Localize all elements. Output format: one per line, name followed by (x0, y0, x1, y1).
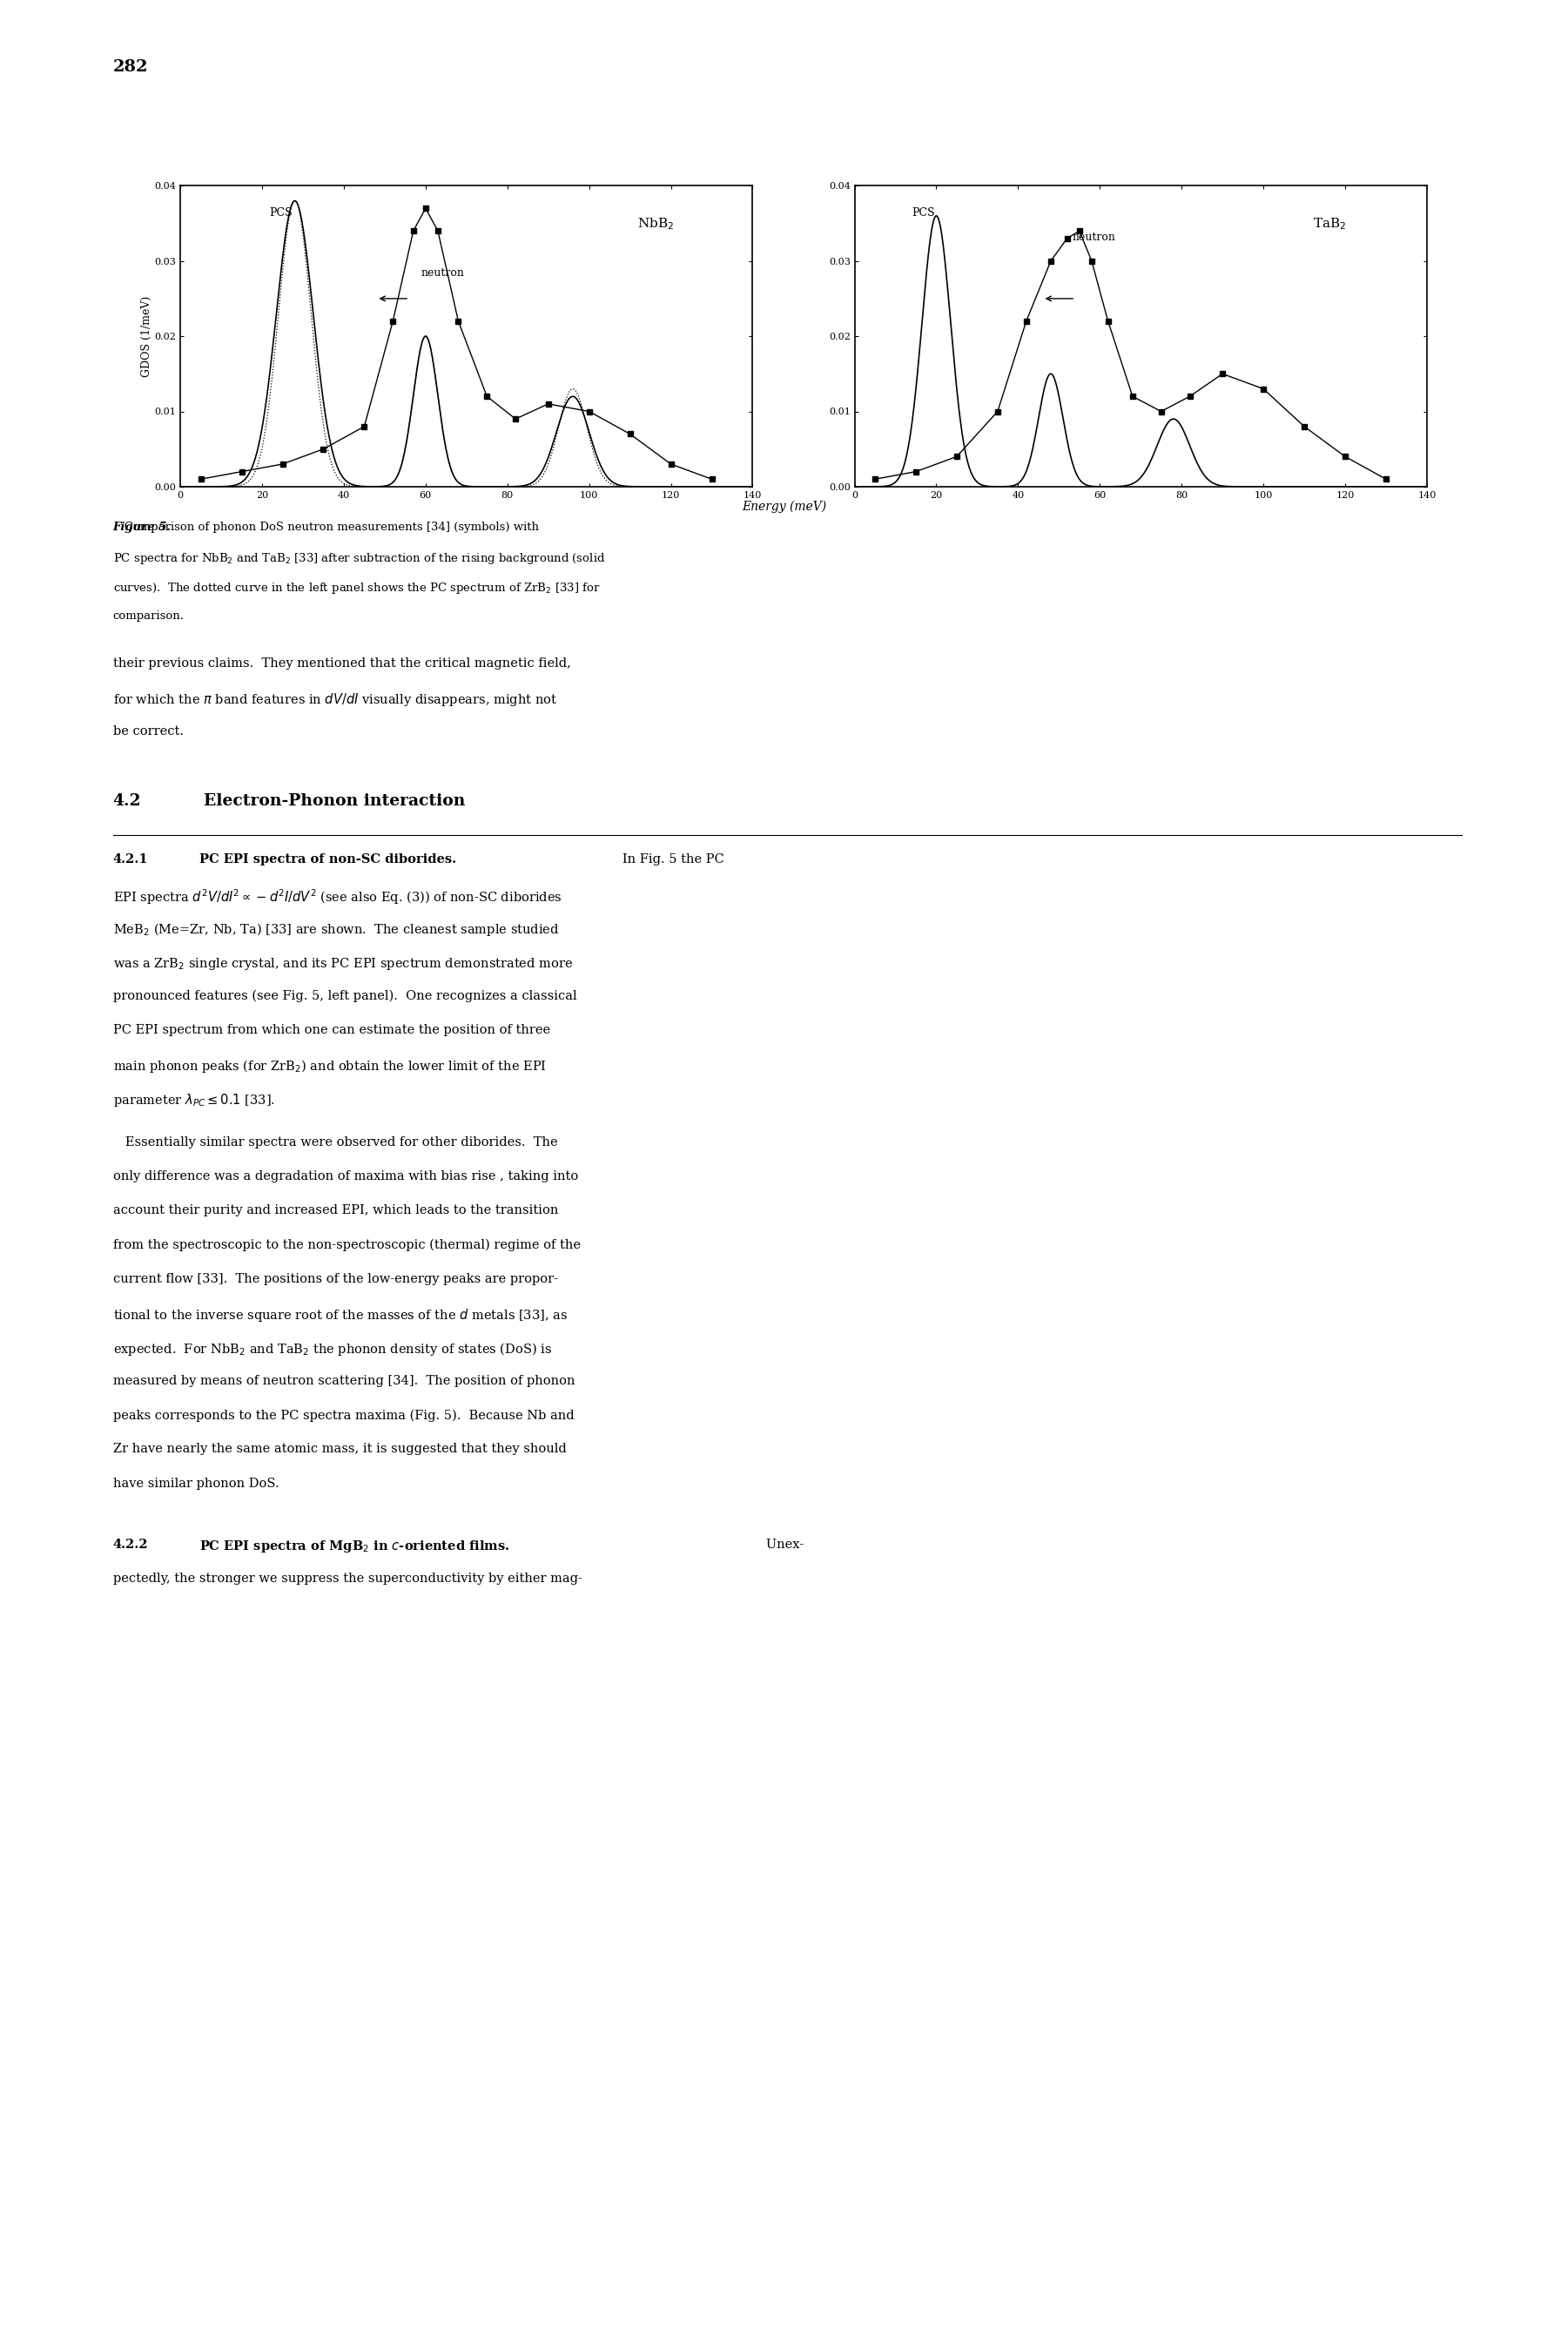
Text: current flow [33].  The positions of the low-energy peaks are propor-: current flow [33]. The positions of the … (113, 1272, 558, 1286)
Text: 4.2.2: 4.2.2 (113, 1538, 149, 1552)
Text: their previous claims.  They mentioned that the critical magnetic field,: their previous claims. They mentioned th… (113, 656, 571, 670)
Text: parameter $\lambda_{PC} \leq 0.1$ [33].: parameter $\lambda_{PC} \leq 0.1$ [33]. (113, 1091, 274, 1110)
Text: PC EPI spectra of MgB$_2$ in $c$-oriented films.: PC EPI spectra of MgB$_2$ in $c$-oriente… (199, 1538, 510, 1554)
Text: measured by means of neutron scattering [34].  The position of phonon: measured by means of neutron scattering … (113, 1375, 575, 1387)
Text: tional to the inverse square root of the masses of the $d$ metals [33], as: tional to the inverse square root of the… (113, 1307, 568, 1324)
Text: comparison.: comparison. (113, 609, 185, 621)
Y-axis label: GDOS (1/meV): GDOS (1/meV) (141, 296, 152, 376)
Text: 4.2.1: 4.2.1 (113, 853, 149, 865)
Text: was a ZrB$_2$ single crystal, and its PC EPI spectrum demonstrated more: was a ZrB$_2$ single crystal, and its PC… (113, 955, 572, 971)
Text: only difference was a degradation of maxima with bias rise , taking into: only difference was a degradation of max… (113, 1171, 579, 1183)
Text: PCS: PCS (270, 207, 292, 219)
Text: for which the $\pi$ band features in $dV/dI$ visually disappears, might not: for which the $\pi$ band features in $dV… (113, 691, 557, 708)
Text: main phonon peaks (for ZrB$_2$) and obtain the lower limit of the EPI: main phonon peaks (for ZrB$_2$) and obta… (113, 1058, 546, 1074)
Text: In Fig. 5 the PC: In Fig. 5 the PC (610, 853, 724, 865)
Text: Energy (meV): Energy (meV) (742, 501, 826, 513)
Text: Zr have nearly the same atomic mass, it is suggested that they should: Zr have nearly the same atomic mass, it … (113, 1444, 566, 1455)
Text: account their purity and increased EPI, which leads to the transition: account their purity and increased EPI, … (113, 1204, 558, 1218)
Text: expected.  For NbB$_2$ and TaB$_2$ the phonon density of states (DoS) is: expected. For NbB$_2$ and TaB$_2$ the ph… (113, 1340, 552, 1357)
Text: 4.2: 4.2 (113, 795, 141, 809)
Text: neutron: neutron (1073, 230, 1115, 242)
Text: PCS: PCS (913, 207, 935, 219)
Text: pronounced features (see Fig. 5, left panel).  One recognizes a classical: pronounced features (see Fig. 5, left pa… (113, 990, 577, 1002)
Text: Figure 5.: Figure 5. (113, 522, 171, 534)
Text: curves).  The dotted curve in the left panel shows the PC spectrum of ZrB$_2$ [3: curves). The dotted curve in the left pa… (113, 581, 601, 595)
Text: Essentially similar spectra were observed for other diborides.  The: Essentially similar spectra were observe… (113, 1136, 558, 1150)
Text: PC EPI spectrum from which one can estimate the position of three: PC EPI spectrum from which one can estim… (113, 1025, 550, 1037)
Text: be correct.: be correct. (113, 724, 183, 738)
Text: TaB$_2$: TaB$_2$ (1312, 216, 1347, 233)
Text: Unex-: Unex- (754, 1538, 804, 1552)
Text: Comparison of phonon DoS neutron measurements [34] (symbols) with: Comparison of phonon DoS neutron measure… (113, 522, 539, 534)
Text: pectedly, the stronger we suppress the superconductivity by either mag-: pectedly, the stronger we suppress the s… (113, 1573, 582, 1585)
Text: PC spectra for NbB$_2$ and TaB$_2$ [33] after subtraction of the rising backgrou: PC spectra for NbB$_2$ and TaB$_2$ [33] … (113, 550, 605, 567)
Text: from the spectroscopic to the non-spectroscopic (thermal) regime of the: from the spectroscopic to the non-spectr… (113, 1239, 580, 1251)
Text: EPI spectra $d^2V/dI^2 \propto -d^2I/dV^2$ (see also Eq. (3)) of non-SC diboride: EPI spectra $d^2V/dI^2 \propto -d^2I/dV^… (113, 886, 561, 907)
Text: Electron-Phonon interaction: Electron-Phonon interaction (204, 795, 466, 809)
Text: NbB$_2$: NbB$_2$ (637, 216, 674, 233)
Text: have similar phonon DoS.: have similar phonon DoS. (113, 1476, 279, 1491)
Text: peaks corresponds to the PC spectra maxima (Fig. 5).  Because Nb and: peaks corresponds to the PC spectra maxi… (113, 1408, 574, 1422)
Text: 282: 282 (113, 59, 147, 75)
Text: MeB$_2$ (Me=Zr, Nb, Ta) [33] are shown.  The cleanest sample studied: MeB$_2$ (Me=Zr, Nb, Ta) [33] are shown. … (113, 922, 560, 938)
Text: neutron: neutron (420, 268, 464, 280)
Text: PC EPI spectra of non-SC diborides.: PC EPI spectra of non-SC diborides. (199, 853, 456, 865)
